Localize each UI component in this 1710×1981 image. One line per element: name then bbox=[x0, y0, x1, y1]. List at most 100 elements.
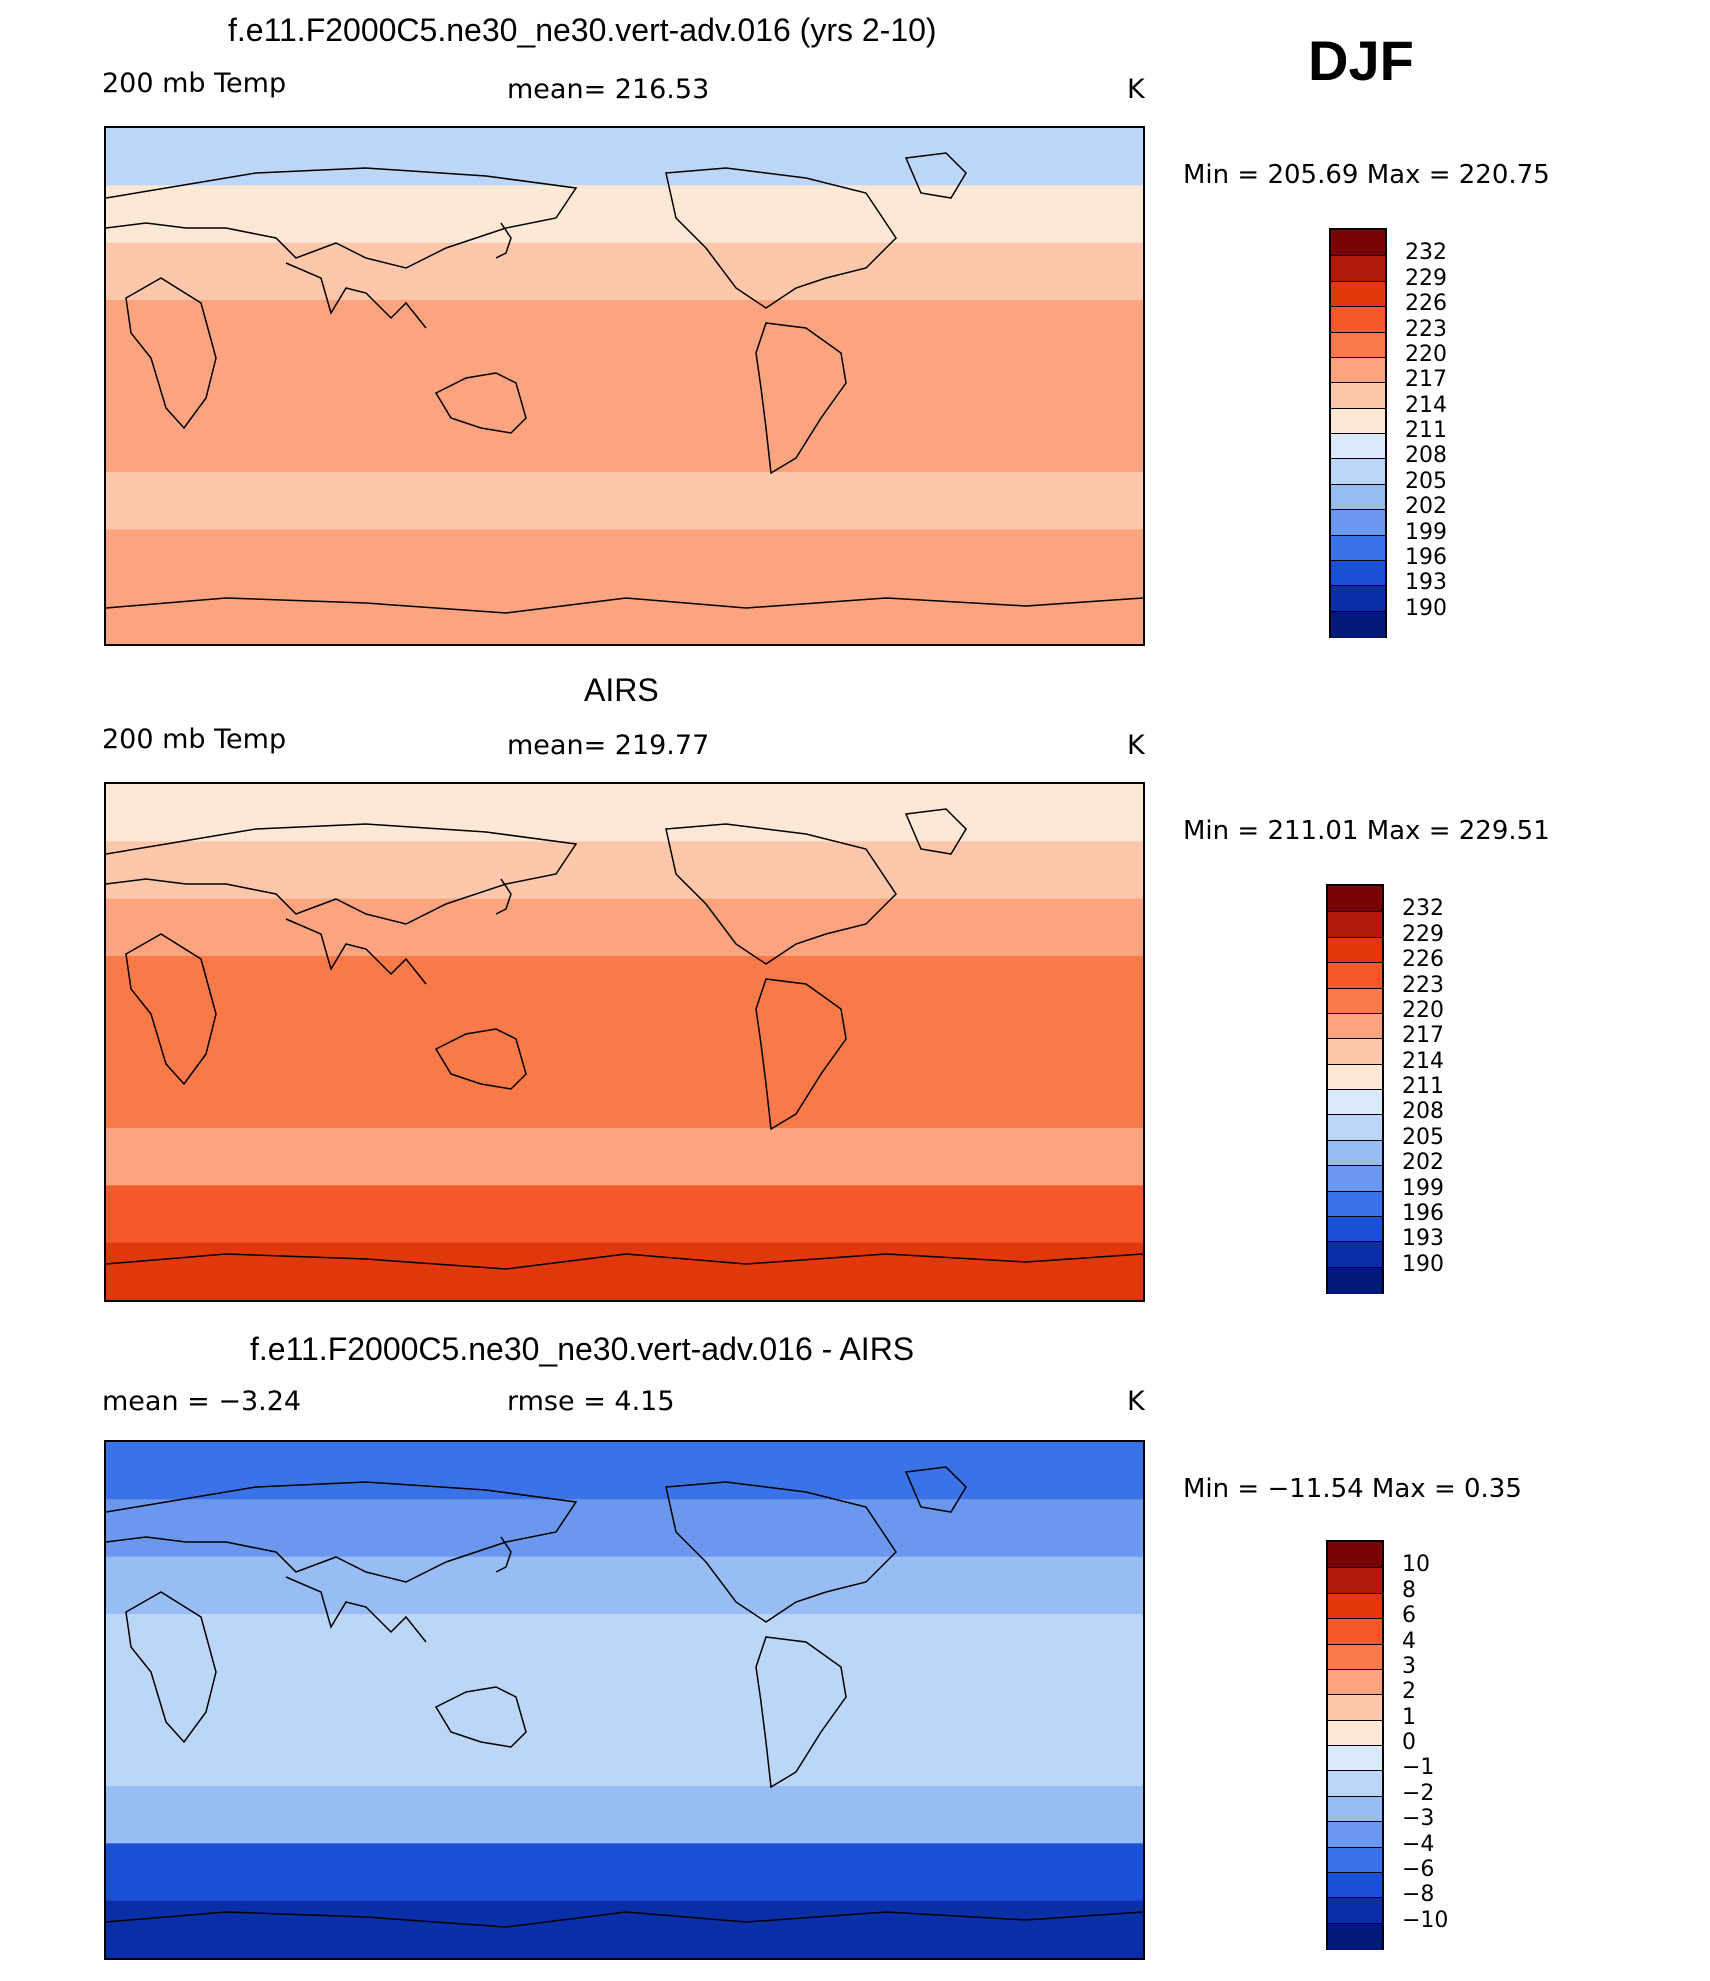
coastline bbox=[495, 222, 512, 259]
colorbar-tick-label: 217 bbox=[1402, 1023, 1444, 1049]
colorbar-tick-label: 0 bbox=[1402, 1730, 1416, 1755]
colorbar-swatch bbox=[1328, 1592, 1382, 1620]
contour-band bbox=[106, 1442, 1143, 1501]
colorbar-tick-label: 190 bbox=[1405, 595, 1447, 621]
contour-band bbox=[106, 472, 1143, 531]
colorbar-tick-label: 232 bbox=[1402, 896, 1444, 922]
colorbar-tick-label: 211 bbox=[1405, 418, 1447, 443]
colorbar-swatch bbox=[1331, 585, 1385, 613]
panel1-variable-label: 200 mb Temp bbox=[102, 68, 287, 99]
colorbar-tick-label: 208 bbox=[1402, 1099, 1444, 1125]
coastline bbox=[106, 1481, 578, 1583]
colorbar-swatch bbox=[1328, 1719, 1382, 1747]
panel2-variable-label: 200 mb Temp bbox=[102, 724, 287, 755]
colorbar-swatch bbox=[1331, 509, 1385, 536]
colorbar-swatch bbox=[1328, 1567, 1382, 1595]
panel1-mean-label: mean= 216.53 bbox=[507, 74, 710, 105]
colorbar-swatch bbox=[1328, 1241, 1382, 1269]
panel3-contour-field bbox=[106, 1442, 1143, 1958]
colorbar-tick-label: 1 bbox=[1402, 1704, 1416, 1730]
contour-band bbox=[106, 956, 1143, 1129]
colorbar-tick-label: −3 bbox=[1402, 1806, 1435, 1832]
colorbar-swatch bbox=[1328, 1215, 1382, 1243]
coastline bbox=[285, 1576, 427, 1643]
colorbar-swatch bbox=[1328, 886, 1382, 912]
colorbar-swatch bbox=[1328, 1114, 1382, 1142]
colorbar-swatch bbox=[1331, 280, 1385, 308]
colorbar-swatch bbox=[1331, 433, 1385, 460]
colorbar-tick-label: 211 bbox=[1402, 1074, 1444, 1099]
colorbar-tick-label: 205 bbox=[1402, 1124, 1444, 1150]
panel1-units: K bbox=[1127, 74, 1145, 105]
contour-band bbox=[106, 898, 1143, 957]
colorbar-swatch bbox=[1331, 230, 1385, 256]
coastline bbox=[755, 1636, 847, 1789]
colorbar-swatch bbox=[1331, 356, 1385, 384]
colorbar-tick-label: 229 bbox=[1405, 265, 1447, 291]
coastline bbox=[665, 167, 897, 309]
contour-band bbox=[106, 784, 1143, 843]
colorbar-tick-label: 223 bbox=[1402, 972, 1444, 998]
colorbar-swatch bbox=[1328, 1795, 1382, 1823]
colorbar-swatch bbox=[1331, 559, 1385, 587]
contour-band bbox=[106, 1614, 1143, 1787]
panel2-mean-label: mean= 219.77 bbox=[507, 730, 710, 761]
contour-band bbox=[106, 242, 1143, 301]
contour-band bbox=[106, 1843, 1143, 1902]
colorbar-swatch bbox=[1331, 255, 1385, 283]
panel1-minmax: Min = 205.69 Max = 220.75 bbox=[1183, 160, 1550, 190]
colorbar-tick-label: −1 bbox=[1402, 1755, 1435, 1781]
colorbar-swatch bbox=[1328, 1618, 1382, 1645]
panel3-minmax: Min = −11.54 Max = 0.35 bbox=[1183, 1474, 1522, 1504]
coastline bbox=[125, 277, 217, 430]
colorbar-tick-label: 2 bbox=[1402, 1679, 1416, 1705]
contour-band bbox=[106, 1128, 1143, 1187]
coastline bbox=[495, 1536, 512, 1573]
colorbar-swatch bbox=[1328, 1012, 1382, 1040]
colorbar-swatch bbox=[1328, 1846, 1382, 1874]
colorbar-swatch bbox=[1328, 1821, 1382, 1848]
coastline bbox=[665, 823, 897, 965]
colorbar-tick-label: 220 bbox=[1402, 997, 1444, 1023]
coastline bbox=[106, 1253, 1143, 1270]
coastline bbox=[125, 1591, 217, 1744]
colorbar-swatch bbox=[1328, 1542, 1382, 1568]
panel2-colorbar bbox=[1326, 884, 1384, 1294]
colorbar-tick-label: 193 bbox=[1405, 570, 1447, 596]
coastline bbox=[106, 823, 578, 925]
colorbar-swatch bbox=[1328, 1038, 1382, 1066]
contour-band bbox=[106, 1556, 1143, 1615]
colorbar-swatch bbox=[1328, 1089, 1382, 1116]
panel3-colorbar bbox=[1326, 1540, 1384, 1950]
coastline bbox=[106, 597, 1143, 614]
colorbar-tick-label: 220 bbox=[1405, 341, 1447, 367]
colorbar-swatch bbox=[1331, 407, 1385, 435]
colorbar-tick-label: −2 bbox=[1402, 1780, 1435, 1806]
colorbar-swatch bbox=[1328, 911, 1382, 939]
colorbar-tick-label: −4 bbox=[1402, 1831, 1435, 1857]
colorbar-swatch bbox=[1328, 1063, 1382, 1091]
colorbar-tick-label: −10 bbox=[1402, 1907, 1449, 1933]
colorbar-swatch bbox=[1328, 1922, 1382, 1950]
colorbar-tick-label: 6 bbox=[1402, 1603, 1416, 1629]
coastline bbox=[106, 1911, 1143, 1928]
colorbar-swatch bbox=[1331, 331, 1385, 359]
panel3-units: K bbox=[1127, 1386, 1145, 1417]
colorbar-tick-label: −8 bbox=[1402, 1882, 1435, 1908]
colorbar-swatch bbox=[1328, 1190, 1382, 1218]
coastline bbox=[434, 372, 527, 434]
colorbar-swatch bbox=[1331, 534, 1385, 562]
colorbar-swatch bbox=[1328, 1266, 1382, 1294]
colorbar-tick-label: 226 bbox=[1405, 291, 1447, 317]
contour-band bbox=[106, 586, 1143, 644]
colorbar-swatch bbox=[1328, 1643, 1382, 1671]
colorbar-swatch bbox=[1328, 936, 1382, 964]
panel3-map bbox=[104, 1440, 1145, 1960]
colorbar-swatch bbox=[1331, 458, 1385, 486]
panel2-title: AIRS bbox=[584, 672, 659, 708]
coastline bbox=[755, 978, 847, 1131]
colorbar-swatch bbox=[1328, 1139, 1382, 1167]
colorbar-tick-label: 232 bbox=[1405, 240, 1447, 266]
colorbar-swatch bbox=[1331, 306, 1385, 333]
panel2-contour-field bbox=[106, 784, 1143, 1300]
